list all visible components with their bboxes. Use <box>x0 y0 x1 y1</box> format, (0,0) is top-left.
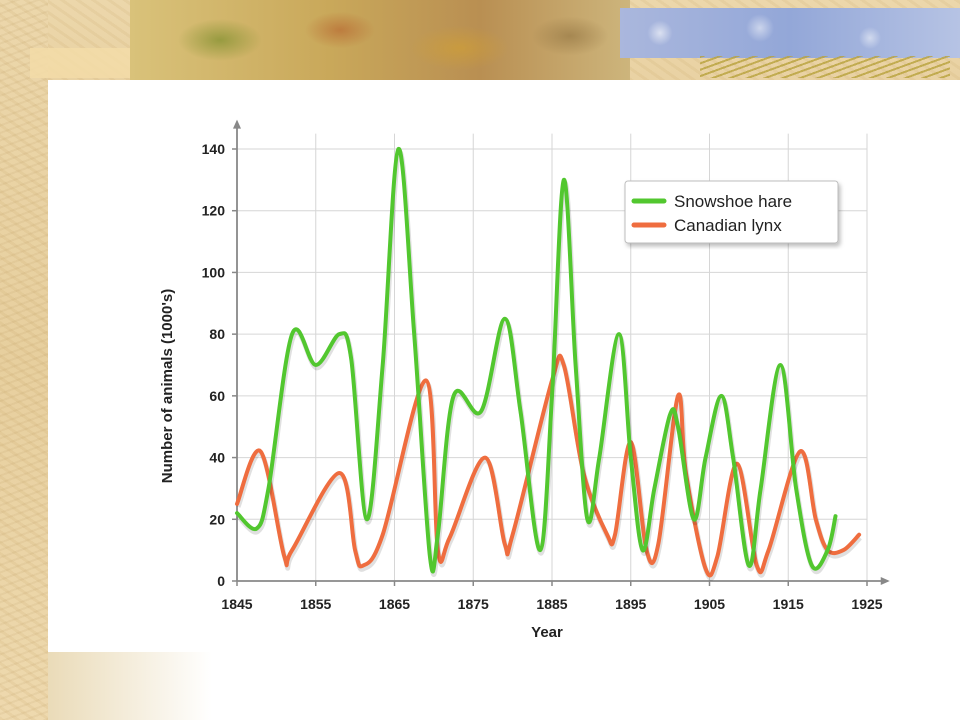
y-tick-label: 60 <box>209 388 225 404</box>
legend-hare-label: Snowshoe hare <box>674 192 792 211</box>
chart-grid <box>237 133 868 581</box>
leaf-decoration <box>130 0 630 80</box>
x-tick-label: 1875 <box>458 596 489 612</box>
x-tick-label: 1855 <box>300 596 331 612</box>
y-axis-arrow <box>233 119 241 129</box>
y-tick-label: 0 <box>217 573 225 589</box>
x-tick-label: 1915 <box>773 596 804 612</box>
y-axis-title: Number of animals (1000's) <box>159 289 176 483</box>
chart-legend: Snowshoe hare Canadian lynx <box>624 180 839 244</box>
x-tick-label: 1885 <box>536 596 567 612</box>
x-axis-arrow <box>880 577 890 585</box>
background-left-strip <box>0 0 48 720</box>
y-tick-label: 80 <box>209 326 225 342</box>
background-bottom-fade <box>48 652 960 720</box>
x-tick-label: 1925 <box>851 596 882 612</box>
x-axis-title: Year <box>531 624 563 641</box>
legend-lynx-label: Canadian lynx <box>674 216 782 235</box>
y-tick-label: 100 <box>202 264 226 280</box>
snowshoe-hare-line <box>235 146 838 574</box>
y-tick-label: 40 <box>209 450 225 466</box>
y-tick-label: 120 <box>202 203 226 219</box>
flower-decoration <box>620 8 960 58</box>
canadian-lynx-line <box>235 353 862 578</box>
x-tick-label: 1845 <box>221 596 252 612</box>
x-tick-label: 1895 <box>615 596 646 612</box>
chart-tick-labels: 0 20 40 60 80 100 120 140 1845 1855 1865 1875 1885 18… <box>202 141 883 612</box>
y-tick-label: 140 <box>202 141 226 157</box>
x-tick-label: 1905 <box>694 596 725 612</box>
chart-series <box>235 146 862 581</box>
grass-decoration <box>700 56 950 78</box>
x-tick-label: 1865 <box>379 596 410 612</box>
y-tick-label: 20 <box>209 511 225 527</box>
